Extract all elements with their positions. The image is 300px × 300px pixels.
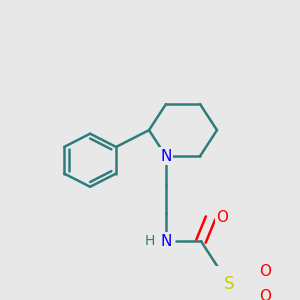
Text: O: O — [259, 264, 271, 279]
Text: S: S — [224, 275, 234, 293]
Text: N: N — [160, 149, 172, 164]
Text: O: O — [259, 289, 271, 300]
Text: O: O — [217, 210, 229, 225]
Text: N: N — [160, 234, 172, 249]
Text: H: H — [145, 234, 155, 248]
